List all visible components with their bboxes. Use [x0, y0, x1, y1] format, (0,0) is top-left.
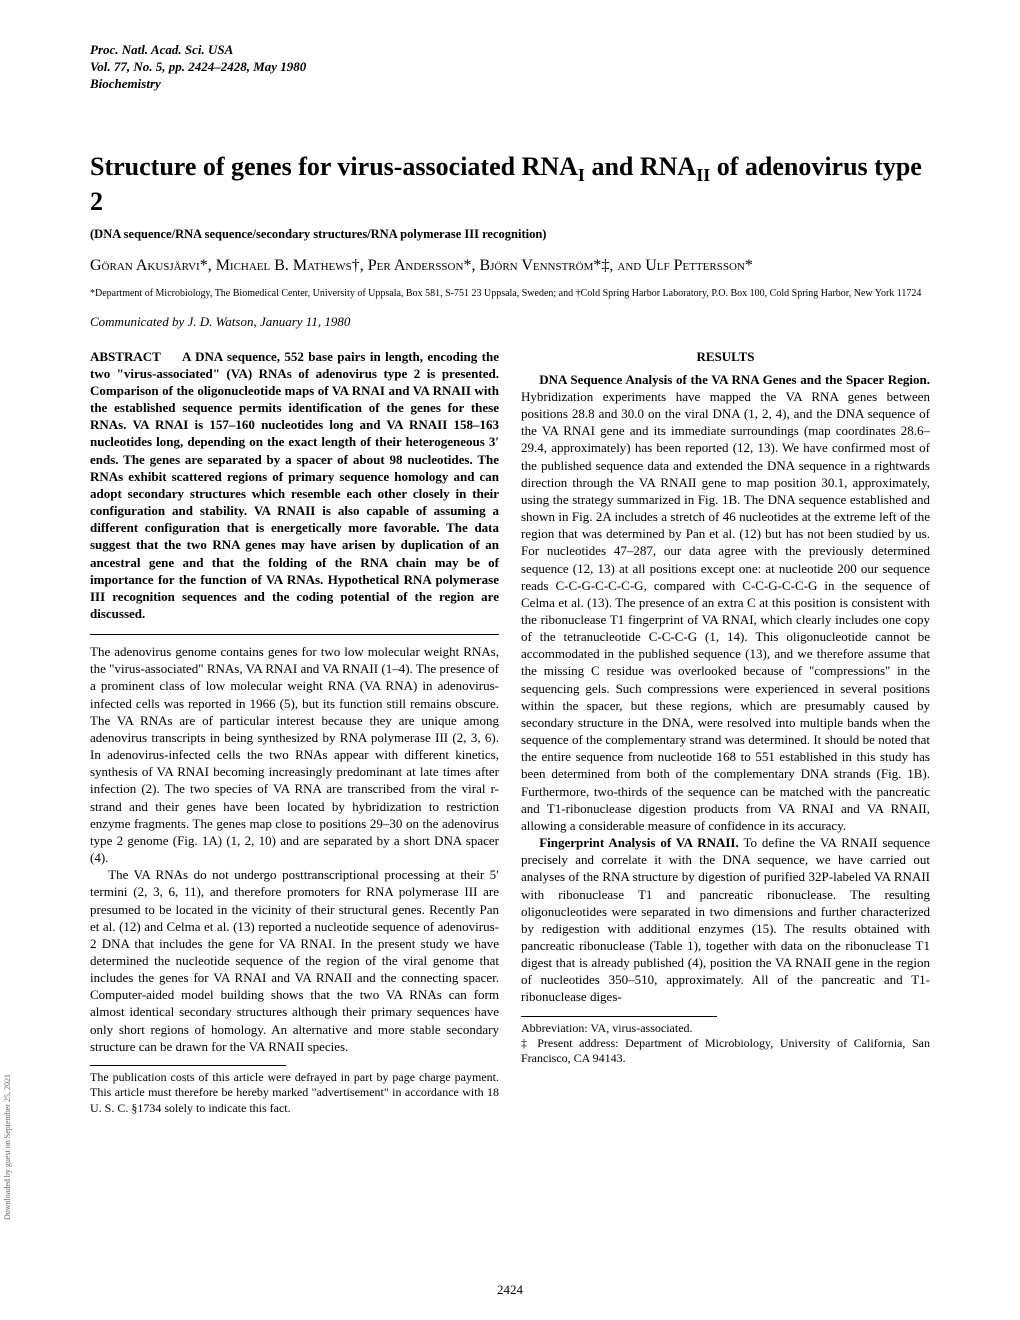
left-column: ABSTRACTA DNA sequence, 552 base pairs i… — [90, 348, 499, 1116]
abstract-block: ABSTRACTA DNA sequence, 552 base pairs i… — [90, 348, 499, 623]
results-p1-body: Hybridization experiments have mapped th… — [521, 389, 930, 833]
footnote-divider-right — [521, 1016, 717, 1017]
two-column-layout: ABSTRACTA DNA sequence, 552 base pairs i… — [90, 348, 930, 1116]
results-p1-lead: DNA Sequence Analysis of the VA RNA Gene… — [539, 372, 930, 387]
page-number: 2424 — [0, 1282, 1020, 1298]
results-paragraph-2: Fingerprint Analysis of VA RNAII. To def… — [521, 834, 930, 1006]
address-footnote: ‡ Present address: Department of Microbi… — [521, 1036, 930, 1067]
results-heading: RESULTS — [521, 348, 930, 365]
abstract-text: A DNA sequence, 552 base pairs in length… — [90, 349, 499, 621]
intro-paragraph-1: The adenovirus genome contains genes for… — [90, 643, 499, 866]
volume-info: Vol. 77, No. 5, pp. 2424–2428, May 1980 — [90, 59, 930, 76]
publication-footnote: The publication costs of this article we… — [90, 1070, 499, 1116]
footnote-divider-left — [90, 1065, 286, 1066]
section-name: Biochemistry — [90, 76, 930, 93]
journal-name: Proc. Natl. Acad. Sci. USA — [90, 42, 930, 59]
download-watermark: Downloaded by guest on September 25, 202… — [3, 1074, 12, 1220]
authors-list: Göran Akusjärvi*, Michael B. Mathews†, P… — [90, 256, 930, 277]
section-divider — [90, 634, 499, 635]
article-title: Structure of genes for virus-associated … — [90, 151, 930, 219]
affiliation: *Department of Microbiology, The Biomedi… — [90, 287, 930, 300]
intro-paragraph-2: The VA RNAs do not undergo posttranscrip… — [90, 866, 499, 1055]
results-p2-body: To define the VA RNAII sequence precisel… — [521, 835, 930, 1004]
abbreviation-footnote: Abbreviation: VA, virus-associated. — [521, 1021, 930, 1036]
communicated-by: Communicated by J. D. Watson, January 11… — [90, 314, 930, 330]
right-column: RESULTS DNA Sequence Analysis of the VA … — [521, 348, 930, 1116]
journal-header: Proc. Natl. Acad. Sci. USA Vol. 77, No. … — [90, 42, 930, 93]
results-paragraph-1: DNA Sequence Analysis of the VA RNA Gene… — [521, 371, 930, 834]
results-p2-lead: Fingerprint Analysis of VA RNAII. — [539, 835, 739, 850]
article-subtitle: (DNA sequence/RNA sequence/secondary str… — [90, 227, 930, 242]
abstract-label: ABSTRACT — [90, 348, 182, 365]
